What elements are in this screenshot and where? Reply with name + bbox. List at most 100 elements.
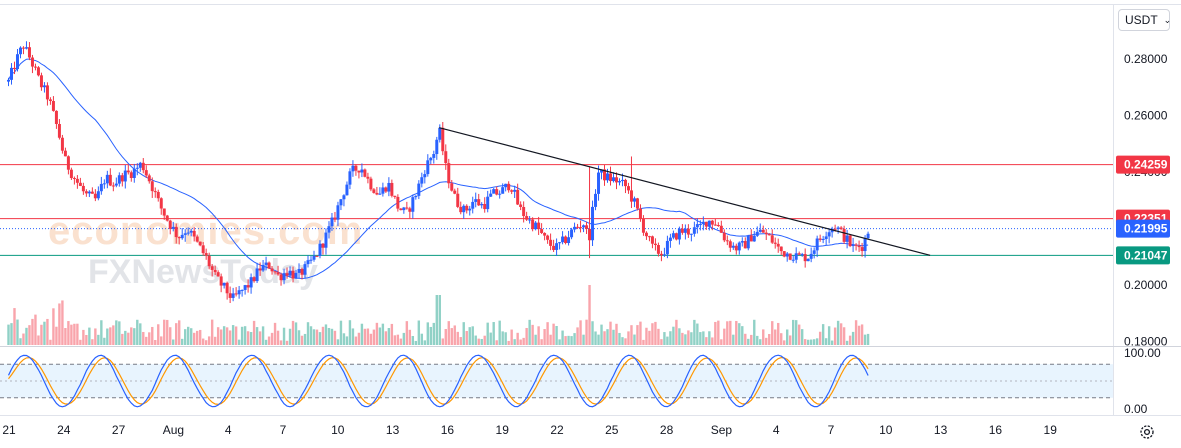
volume-bar	[273, 322, 277, 345]
candle-body	[824, 236, 828, 239]
volume-bar	[237, 339, 241, 345]
volume-bar	[219, 329, 223, 345]
volume-bar	[103, 337, 106, 345]
candle-body	[168, 220, 172, 229]
candle-body	[588, 228, 592, 241]
volume-bar	[591, 321, 594, 345]
volume-bar	[261, 326, 265, 345]
candle-body	[447, 163, 451, 184]
candle-body	[752, 235, 756, 242]
volume-bar	[321, 326, 325, 345]
volume-bar	[345, 336, 349, 345]
volume-bar	[324, 324, 328, 345]
candle-body	[249, 277, 253, 288]
price-tick-label: 0.28000	[1124, 52, 1168, 66]
volume-bar	[420, 333, 424, 345]
candle-body	[504, 183, 508, 188]
candle-body	[638, 208, 642, 219]
volume-bar	[441, 338, 444, 345]
candle-body	[758, 229, 762, 232]
volume-bar	[258, 331, 262, 345]
indicator-tick-100: 100.00	[1124, 346, 1161, 360]
volume-bar	[474, 335, 477, 345]
time-axis[interactable]: 21 24 27 Aug 4 7 10 13 16 19 22 25 28 Sep 4 7 10 13 16 19	[2, 423, 1057, 437]
volume-bar	[537, 326, 540, 345]
candle-body	[489, 193, 493, 197]
volume-bar	[438, 295, 441, 345]
volume-bar	[809, 339, 813, 345]
volume-bar	[136, 319, 139, 345]
volume-bar	[762, 329, 765, 345]
volume-bar	[678, 328, 681, 345]
volume-bar	[255, 327, 259, 345]
candle-body	[731, 245, 735, 248]
volume-bar	[609, 321, 612, 345]
volume-bar	[76, 323, 79, 345]
candle-body	[396, 196, 400, 209]
volume-bar	[363, 328, 367, 345]
candle-body	[195, 236, 199, 242]
volume-bar	[37, 335, 40, 345]
candle-body	[237, 290, 241, 295]
volume-bar	[531, 324, 534, 345]
volume-bar	[384, 331, 388, 345]
volume-bar	[312, 329, 316, 345]
volume-bar	[369, 333, 373, 345]
volume-bar	[690, 332, 693, 345]
volume-bar	[827, 326, 831, 345]
volume-bar	[780, 333, 783, 345]
candle-body	[833, 228, 837, 230]
candle-body	[309, 259, 313, 261]
volume-bar	[13, 308, 16, 345]
candle-body	[339, 199, 343, 206]
volume-bar	[187, 326, 190, 345]
volume-bar	[765, 337, 768, 345]
volume-bar	[516, 332, 519, 345]
candle-body	[141, 162, 145, 171]
volume-bar	[64, 328, 67, 345]
volume-bar	[696, 323, 699, 345]
candle-body	[570, 229, 574, 238]
candle-body	[126, 170, 130, 173]
price-axis[interactable]: 0.280000.260000.240000.220000.200000.180…	[1124, 52, 1168, 349]
volume-bar	[654, 321, 657, 345]
gear-icon[interactable]	[1138, 423, 1156, 441]
volume-bar	[501, 331, 504, 345]
candle-body	[345, 184, 349, 196]
volume-bar	[528, 319, 531, 345]
volume-bar	[58, 303, 61, 345]
volume-bar	[276, 330, 280, 345]
candle-body	[492, 189, 496, 194]
volume-bar	[426, 322, 430, 345]
candle-body	[378, 193, 382, 195]
candle-body	[84, 191, 88, 194]
volume-bar	[189, 328, 193, 345]
volume-bar	[660, 339, 663, 345]
candle-body	[372, 189, 376, 193]
volume-bar	[633, 334, 636, 345]
candle-body	[641, 218, 645, 233]
stochastic-k-line	[7, 354, 869, 408]
volume-bar	[267, 336, 271, 345]
volume-bar	[866, 333, 870, 345]
candle-body	[312, 255, 316, 260]
candle-body	[585, 225, 589, 229]
volume-bar	[49, 339, 52, 345]
volume-bar	[405, 321, 409, 345]
volume-bar	[157, 324, 160, 345]
candle-body	[198, 241, 202, 246]
candle-body	[516, 189, 520, 205]
candle-body	[480, 203, 484, 206]
trendline-layer[interactable]	[439, 127, 931, 256]
candle-body	[606, 173, 610, 181]
currency-selector[interactable]: USDT ⌄	[1118, 9, 1171, 31]
volume-bar	[109, 327, 112, 345]
volume-bar	[306, 322, 310, 345]
candle-body	[204, 253, 208, 256]
volume-bar	[477, 338, 480, 345]
volume-bar	[789, 335, 792, 345]
volume-bar	[845, 340, 849, 345]
candle-body	[30, 57, 34, 67]
volume-bar	[462, 322, 465, 345]
